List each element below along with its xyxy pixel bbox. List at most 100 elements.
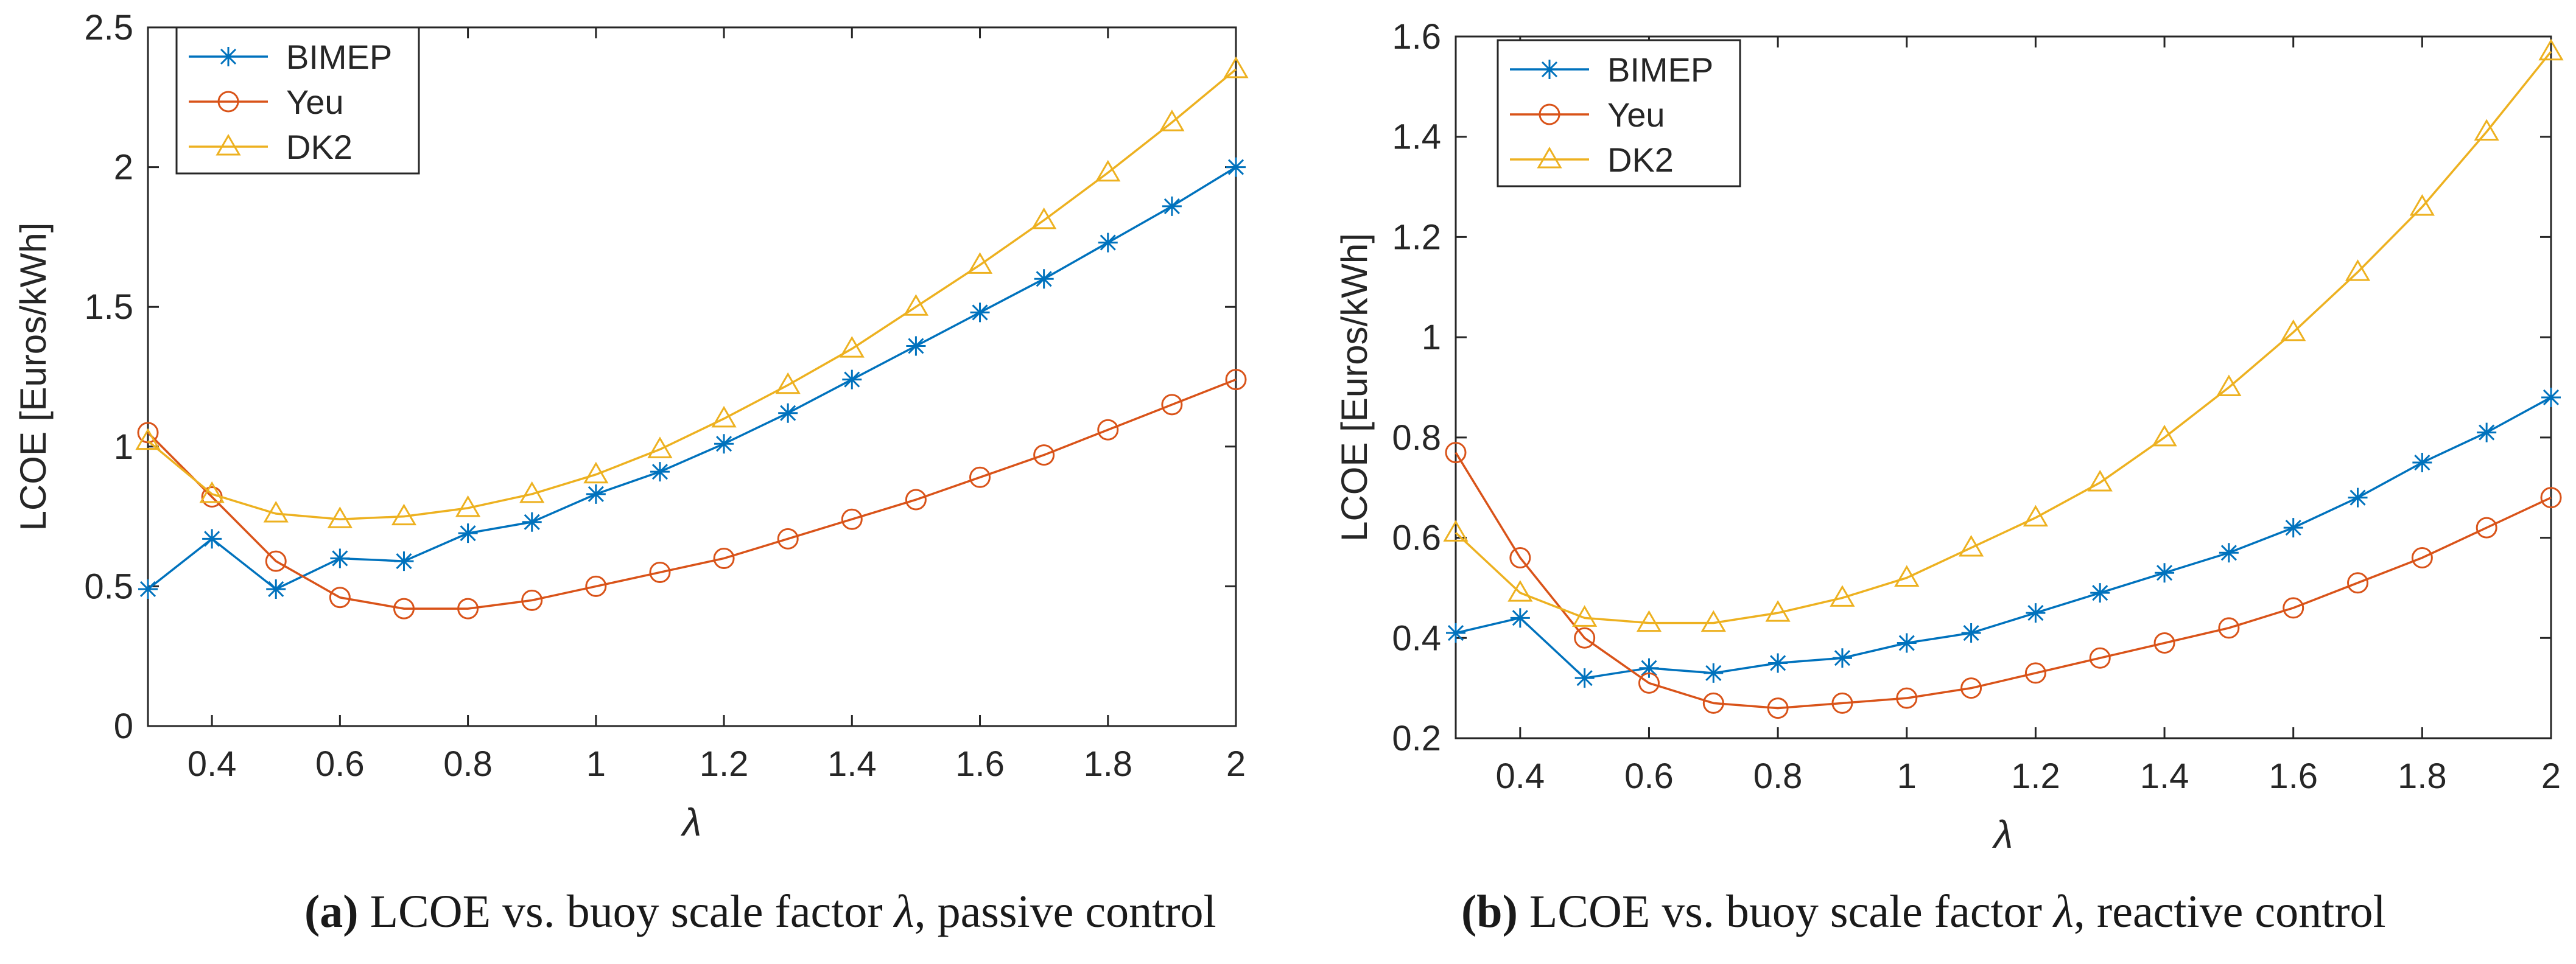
- data-point-dk2: [839, 336, 865, 358]
- data-point-bimep: [1446, 623, 1465, 643]
- series-bimep: [1446, 387, 2561, 688]
- data-point-dk2: [775, 372, 801, 394]
- data-point-bimep: [650, 462, 670, 482]
- series-dk2: [135, 56, 1249, 528]
- data-point-dk2: [2152, 424, 2177, 447]
- data-point-yeu: [2218, 617, 2240, 639]
- data-point-yeu: [393, 598, 415, 620]
- data-point-yeu: [2089, 647, 2111, 669]
- caption-b: (b) LCOE vs. buoy scale factor λ, reacti…: [1461, 885, 2386, 946]
- data-point-bimep: [1768, 653, 1788, 673]
- data-point-bimep: [2412, 453, 2432, 473]
- data-point-bimep: [394, 551, 414, 571]
- data-point-dk2: [711, 405, 737, 428]
- data-point-bimep: [906, 336, 926, 356]
- data-point-dk2: [391, 503, 417, 526]
- data-point-dk2: [967, 252, 993, 274]
- data-point-dk2: [2023, 505, 2049, 527]
- y-tick-label: 1.6: [1392, 17, 1441, 57]
- data-point-yeu: [329, 587, 351, 609]
- y-tick-label: 0.4: [1392, 618, 1441, 658]
- data-point-bimep: [1162, 196, 1182, 216]
- y-tick-label: 1.2: [1392, 217, 1441, 257]
- x-tick-label: 1.6: [2269, 756, 2318, 796]
- y-tick-label: 0.2: [1392, 719, 1441, 758]
- series-line-yeu: [1455, 452, 2552, 710]
- series-dk2: [1443, 38, 2564, 632]
- caption-a-label: (a): [304, 886, 359, 937]
- data-point-dk2: [2409, 194, 2435, 216]
- legend-label: Yeu: [286, 83, 344, 121]
- data-point-yeu: [1225, 369, 1247, 391]
- y-tick-label: 1: [114, 427, 133, 467]
- data-point-yeu: [1831, 692, 1853, 714]
- legend-marker: [1537, 147, 1562, 169]
- data-point-dk2: [1830, 585, 1855, 607]
- x-tick-label: 0.6: [315, 744, 365, 784]
- legend-label: Yeu: [1607, 96, 1665, 134]
- data-point-bimep: [2155, 563, 2175, 583]
- x-tick-label: 1.4: [827, 744, 877, 784]
- data-point-dk2: [2474, 119, 2499, 141]
- x-tick-label: 0.6: [1624, 756, 1674, 796]
- chart-reactive-control: 0.4 0.6 0.8 1 1.2 1.4 1.6 1.8 2 0.2 0.4 0.6 0.8 1 1.2 1…: [1334, 17, 2564, 856]
- data-point-dk2: [1159, 110, 1185, 131]
- y-tick-label: 0.5: [84, 567, 133, 606]
- y-tick-label: 1.4: [1392, 117, 1441, 157]
- data-point-bimep: [1639, 658, 1659, 678]
- data-point-yeu: [2024, 662, 2046, 684]
- data-point-yeu: [777, 528, 799, 550]
- data-point-yeu: [1638, 672, 1660, 694]
- data-point-dk2: [1223, 56, 1249, 79]
- caption-a-symbol: λ: [894, 886, 914, 937]
- series-line-dk2: [1455, 51, 2552, 624]
- series-line-bimep: [147, 166, 1237, 591]
- data-point-dk2: [1958, 535, 1984, 557]
- legend-marker: [1540, 60, 1559, 79]
- data-point-dk2: [1507, 580, 1533, 602]
- x-tick-label: 1.2: [700, 744, 749, 784]
- data-point-bimep: [1961, 623, 1981, 643]
- data-point-bimep: [458, 523, 478, 543]
- data-point-bimep: [2090, 583, 2110, 603]
- data-point-yeu: [521, 589, 543, 611]
- data-point-dk2: [263, 501, 289, 523]
- data-point-yeu: [265, 550, 287, 572]
- x-tick-label: 1: [1897, 756, 1917, 796]
- x-tick-label: 1.2: [2011, 756, 2060, 796]
- data-point-yeu: [649, 561, 671, 583]
- x-tick-label: 0.4: [1496, 756, 1545, 796]
- data-point-dk2: [2538, 38, 2564, 61]
- series-line-yeu: [147, 378, 1237, 610]
- data-point-dk2: [519, 481, 545, 503]
- data-point-bimep: [2348, 487, 2368, 508]
- chart-passive-control: 0.4 0.6 0.8 1 1.2 1.4 1.6 1.8 2 0 0.5 1 1.5 2 2.5 λ LCOE…: [13, 8, 1249, 844]
- x-tick-label: 1.6: [955, 744, 1005, 784]
- data-point-bimep: [2283, 518, 2303, 538]
- legend-label: BIMEP: [1607, 51, 1713, 89]
- x-tick-label: 0.8: [1753, 756, 1803, 796]
- caption-a-suffix: , passive control: [914, 886, 1216, 937]
- data-point-yeu: [1960, 677, 1982, 699]
- data-point-bimep: [330, 548, 350, 568]
- data-point-dk2: [2087, 469, 2113, 492]
- data-point-yeu: [1445, 442, 1467, 464]
- data-point-dk2: [1636, 610, 1662, 632]
- x-tick-label: 1.8: [2398, 756, 2447, 796]
- data-point-dk2: [2345, 259, 2371, 281]
- caption-a: (a) LCOE vs. buoy scale factor λ, passiv…: [304, 885, 1216, 946]
- x-tick-label: 1: [586, 744, 606, 784]
- legend-marker: [217, 91, 239, 113]
- legend: BIMEP Yeu DK2: [175, 26, 420, 175]
- x-axis-label: λ: [1992, 812, 2013, 856]
- x-tick-label: 1.4: [2140, 756, 2189, 796]
- data-point-yeu: [2411, 547, 2433, 569]
- caption-b-suffix: , reactive control: [2073, 886, 2386, 937]
- data-point-yeu: [1161, 394, 1183, 416]
- y-axis-label: LCOE [Euros/kWh]: [1334, 233, 1375, 542]
- y-axis-label: LCOE [Euros/kWh]: [13, 223, 54, 531]
- data-point-yeu: [2153, 632, 2175, 654]
- data-point-dk2: [455, 495, 481, 517]
- data-point-bimep: [2477, 422, 2497, 442]
- legend-label: DK2: [286, 128, 353, 166]
